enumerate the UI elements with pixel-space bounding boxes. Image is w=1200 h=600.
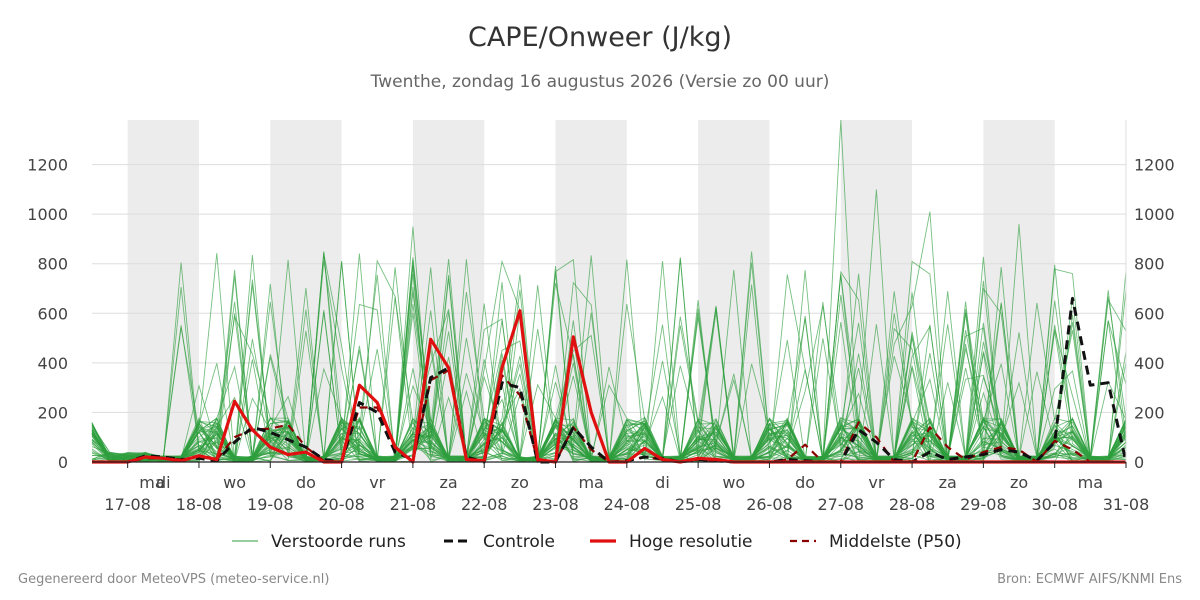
footer-generated: Gegenereerd door MeteoVPS (meteo-service… [18, 572, 330, 587]
weekday-label: ma [139, 473, 164, 492]
shade-25-08 [698, 120, 770, 462]
weekday-label: vr [868, 473, 884, 492]
page-subtitle: Twenthe, zondag 16 augustus 2026 (Versie… [370, 72, 830, 92]
y-tick-right-200: 200 [1134, 403, 1165, 422]
date-label: 23-08 [532, 495, 579, 514]
weekday-label: do [795, 473, 815, 492]
date-label: 21-08 [390, 495, 437, 514]
y-tick-left-1200: 1200 [27, 156, 68, 175]
weekday-label: zo [511, 473, 529, 492]
weekday-label: vr [369, 473, 385, 492]
y-tick-left-800: 800 [37, 255, 68, 274]
shade-17-08 [127, 120, 199, 462]
y-tick-left-0: 0 [58, 453, 68, 472]
y-tick-right-600: 600 [1134, 304, 1165, 323]
weekday-label: di [156, 473, 171, 492]
page-title: CAPE/Onweer (J/kg) [467, 22, 732, 53]
legend-label-2: Controle [483, 532, 555, 552]
axes [92, 120, 1127, 468]
y-tick-left-400: 400 [37, 354, 68, 373]
legend-label-1: Verstoorde runs [271, 532, 406, 552]
weekday-label: do [296, 473, 316, 492]
date-label: 18-08 [176, 495, 223, 514]
date-label: 31-08 [1103, 495, 1150, 514]
weekday-label: di [655, 473, 670, 492]
shade-29-08 [983, 120, 1055, 462]
date-label: 30-08 [1031, 495, 1078, 514]
y-tick-right-1000: 1000 [1134, 205, 1175, 224]
date-label: 22-08 [461, 495, 508, 514]
y-tick-left-1000: 1000 [27, 205, 68, 224]
y-tick-right-1200: 1200 [1134, 156, 1175, 175]
y-tick-right-800: 800 [1134, 255, 1165, 274]
date-label: 25-08 [675, 495, 722, 514]
weekday-label: za [939, 473, 957, 492]
weekday-label: wo [722, 473, 745, 492]
date-label: 24-08 [604, 495, 651, 514]
weekday-label: ma [1078, 473, 1103, 492]
date-label: 19-08 [247, 495, 294, 514]
date-label: 28-08 [889, 495, 936, 514]
footer-source: Bron: ECMWF AIFS/KNMI Ens [997, 572, 1182, 587]
date-label: 26-08 [746, 495, 793, 514]
y-tick-left-600: 600 [37, 304, 68, 323]
y-tick-left-200: 200 [37, 403, 68, 422]
ensemble-member-22 [91, 283, 1127, 463]
date-label: 20-08 [318, 495, 365, 514]
weekday-label: za [439, 473, 457, 492]
weekday-label: wo [223, 473, 246, 492]
date-label: 27-08 [818, 495, 865, 514]
legend-label-3: Hoge resolutie [629, 532, 753, 552]
y-tick-right-0: 0 [1134, 453, 1144, 472]
date-label: 29-08 [960, 495, 1007, 514]
weekday-label: ma [578, 473, 603, 492]
series-middelste-p50- [92, 369, 1126, 464]
date-label: 17-08 [104, 495, 151, 514]
series-controle [92, 296, 1128, 464]
tick-labels: 0 0 200 200 400 400 600 600 800 800 1000 1000 1200 12… [27, 156, 1174, 514]
y-tick-right-400: 400 [1134, 354, 1165, 373]
legend: Verstoorde runs Controle Hoge resolutie Mid… [232, 532, 962, 552]
legend-label-4: Middelste (P50) [829, 532, 962, 552]
weekday-label: zo [1010, 473, 1028, 492]
shade-23-08 [555, 120, 627, 462]
